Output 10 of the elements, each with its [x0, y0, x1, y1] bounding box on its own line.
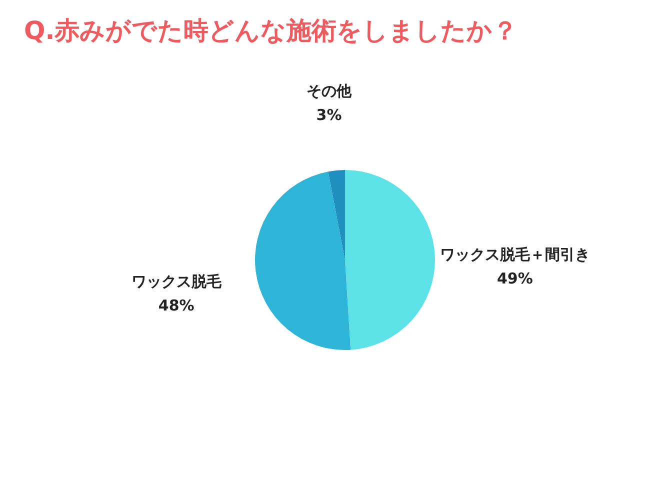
pie-slice [328, 170, 345, 260]
chart-title: Q.赤みがでた時どんな施術をしましたか？ [24, 15, 518, 47]
slice-label: その他 [306, 82, 352, 100]
slice-label: ワックス脱毛＋間引き [440, 246, 590, 264]
data-label: 3% [316, 106, 342, 124]
pie-slice [255, 172, 351, 350]
slice-label: ワックス脱毛 [131, 272, 222, 290]
pie-slice [345, 170, 435, 350]
data-label: 48% [158, 296, 194, 314]
data-label: 49% [496, 270, 533, 288]
